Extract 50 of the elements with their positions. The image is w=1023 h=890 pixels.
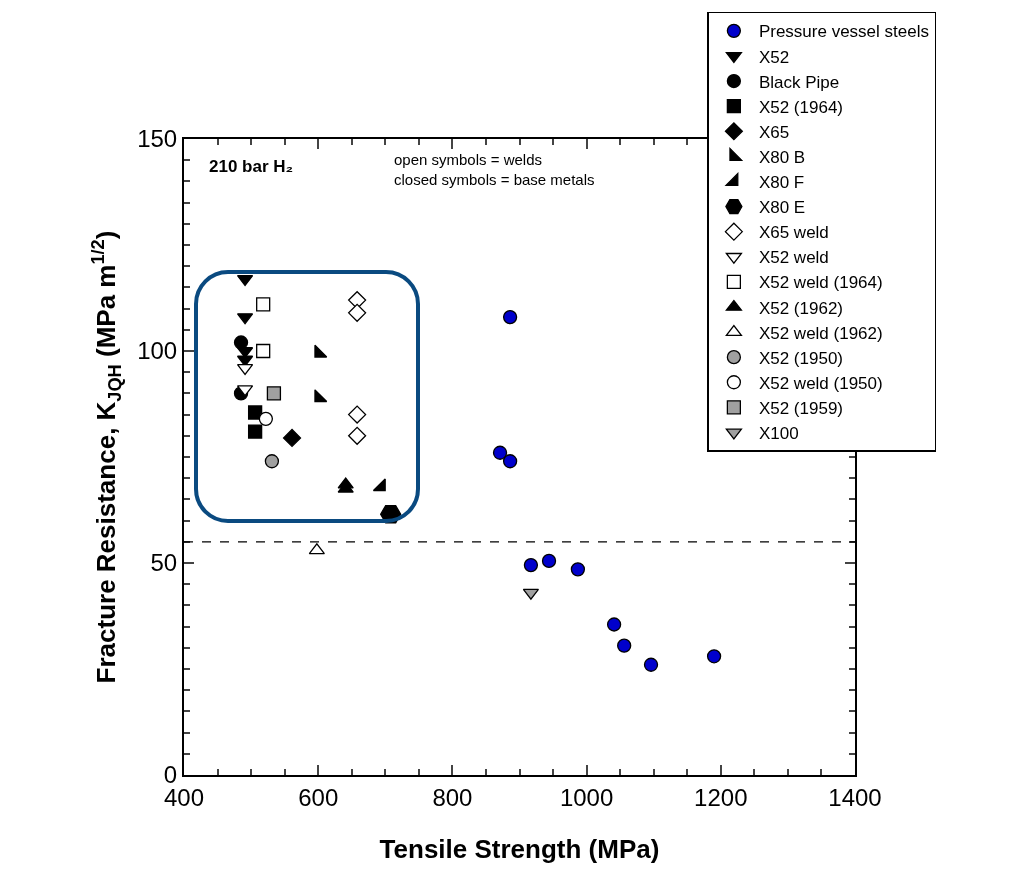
point	[502, 454, 518, 469]
point	[570, 562, 586, 577]
point	[266, 386, 282, 401]
legend-label: X52	[758, 47, 790, 67]
point	[502, 309, 518, 325]
legend-label: X52 (1962)	[758, 298, 844, 318]
point	[233, 335, 249, 350]
point	[256, 343, 271, 359]
x-tick-label: 1400	[828, 783, 882, 811]
x-tick-label: 1000	[559, 783, 614, 811]
legend-label: X80 E	[758, 198, 806, 218]
y-tick-label: 100	[137, 337, 178, 365]
x-tick-label: 600	[298, 783, 339, 811]
legend-label: X52 weld (1962)	[758, 323, 883, 343]
legend-label: X52 weld	[758, 248, 829, 268]
legend-label: X65	[758, 122, 790, 142]
point	[541, 553, 557, 569]
point	[348, 405, 367, 424]
x-tick-label: 800	[432, 783, 473, 811]
y-tick-label: 50	[150, 549, 178, 577]
point	[523, 557, 539, 573]
point	[348, 426, 367, 445]
x-axis-title: Tensile Strength (MPa)	[379, 834, 660, 864]
y-tick-label: 150	[137, 125, 178, 153]
point	[617, 638, 632, 653]
legend-label: X52 (1959)	[758, 398, 844, 418]
point	[247, 424, 263, 439]
point	[706, 649, 722, 664]
point	[247, 405, 263, 420]
point	[606, 617, 622, 632]
legend-label: X52 (1950)	[758, 348, 844, 368]
point	[256, 297, 271, 312]
legend-label: Black Pipe	[758, 72, 840, 92]
legend-label: X52 (1964)	[758, 97, 844, 117]
annotation: open symbols = welds closed symbols = base metals	[394, 151, 595, 188]
point	[282, 428, 302, 448]
legend-label: Pressure vessel steels	[758, 22, 929, 42]
legend-label: X52 weld (1964)	[758, 273, 883, 293]
legend-label: X52 weld (1950)	[758, 373, 883, 393]
legend-label: X80 B	[758, 147, 806, 167]
legend-label: X100	[758, 424, 799, 444]
point	[492, 445, 508, 460]
legend-label: X80 F	[758, 173, 805, 193]
point	[264, 454, 280, 469]
point	[643, 657, 659, 672]
point	[348, 303, 367, 322]
point	[258, 411, 274, 426]
annotation: 210 bar H₂	[209, 157, 294, 176]
legend-label: X65 weld	[758, 223, 829, 243]
x-tick-label: 1200	[694, 783, 748, 811]
